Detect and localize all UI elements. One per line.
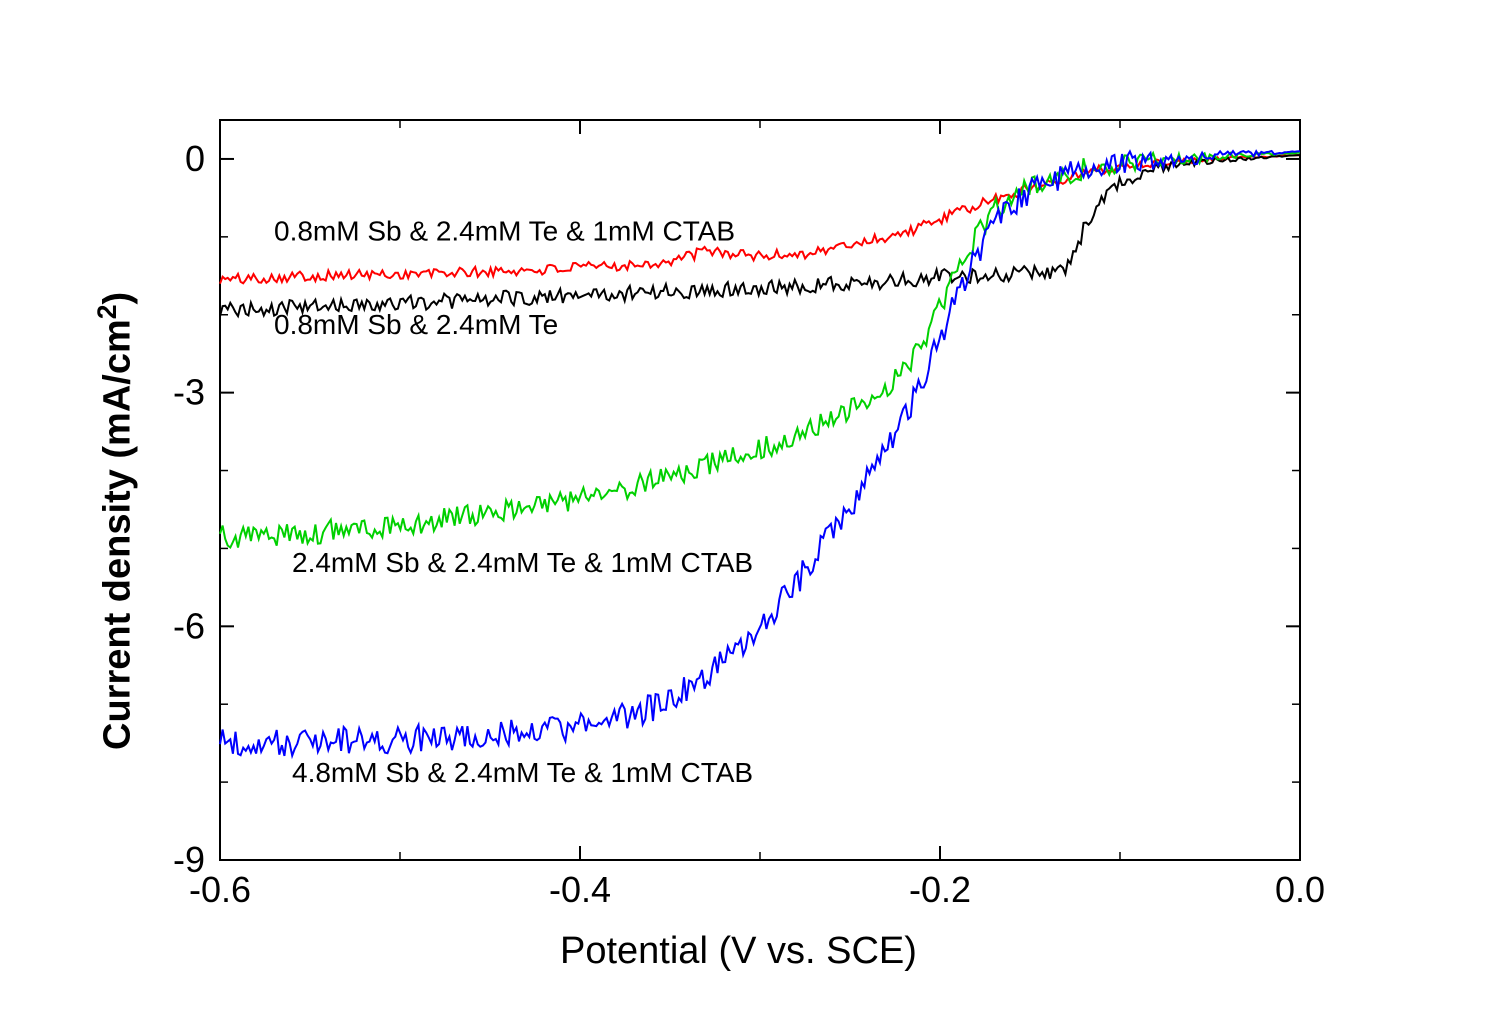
series-label-green: 2.4mM Sb & 2.4mM Te & 1mM CTAB bbox=[292, 547, 753, 578]
x-axis-label: Potential (V vs. SCE) bbox=[560, 930, 917, 973]
y-tick-label: -9 bbox=[173, 839, 205, 880]
y-tick-label: -6 bbox=[173, 605, 205, 646]
chart-svg: -0.6-0.4-0.20.0-9-6-300.8mM Sb & 2.4mM T… bbox=[0, 0, 1489, 1031]
series-label-blue: 4.8mM Sb & 2.4mM Te & 1mM CTAB bbox=[292, 757, 753, 788]
chart-container: -0.6-0.4-0.20.0-9-6-300.8mM Sb & 2.4mM T… bbox=[0, 0, 1489, 1031]
series-label-black: 0.8mM Sb & 2.4mM Te bbox=[274, 309, 558, 340]
x-tick-label: -0.2 bbox=[909, 869, 971, 910]
x-tick-label: 0.0 bbox=[1275, 869, 1325, 910]
series-label-red: 0.8mM Sb & 2.4mM Te & 1mM CTAB bbox=[274, 216, 735, 247]
series-green bbox=[220, 153, 1300, 548]
y-axis-label: Current density (mA/cm2) bbox=[92, 292, 140, 750]
y-tick-label: 0 bbox=[185, 138, 205, 179]
y-tick-label: -3 bbox=[173, 372, 205, 413]
x-tick-label: -0.4 bbox=[549, 869, 611, 910]
